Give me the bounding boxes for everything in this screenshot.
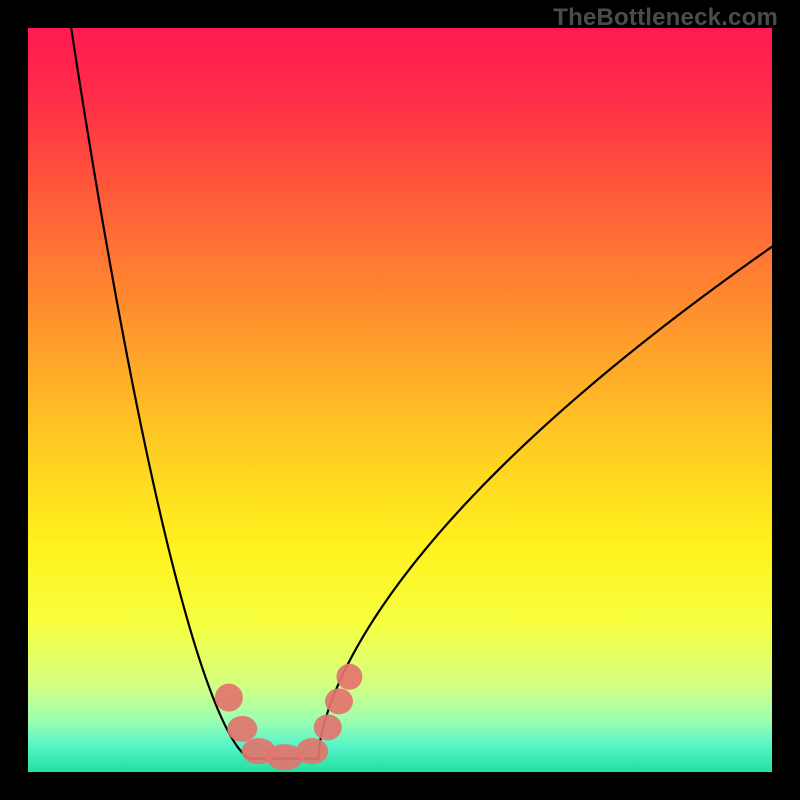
trough-marker (336, 664, 362, 690)
trough-marker (296, 738, 328, 764)
chart-stage: TheBottleneck.com (0, 0, 800, 800)
bottleneck-curve (71, 28, 772, 759)
trough-markers (215, 664, 363, 770)
trough-marker (325, 688, 353, 714)
trough-marker (314, 714, 342, 740)
curve-layer (0, 0, 800, 800)
trough-marker (227, 716, 257, 742)
watermark-text: TheBottleneck.com (553, 4, 778, 32)
trough-marker (215, 684, 243, 712)
